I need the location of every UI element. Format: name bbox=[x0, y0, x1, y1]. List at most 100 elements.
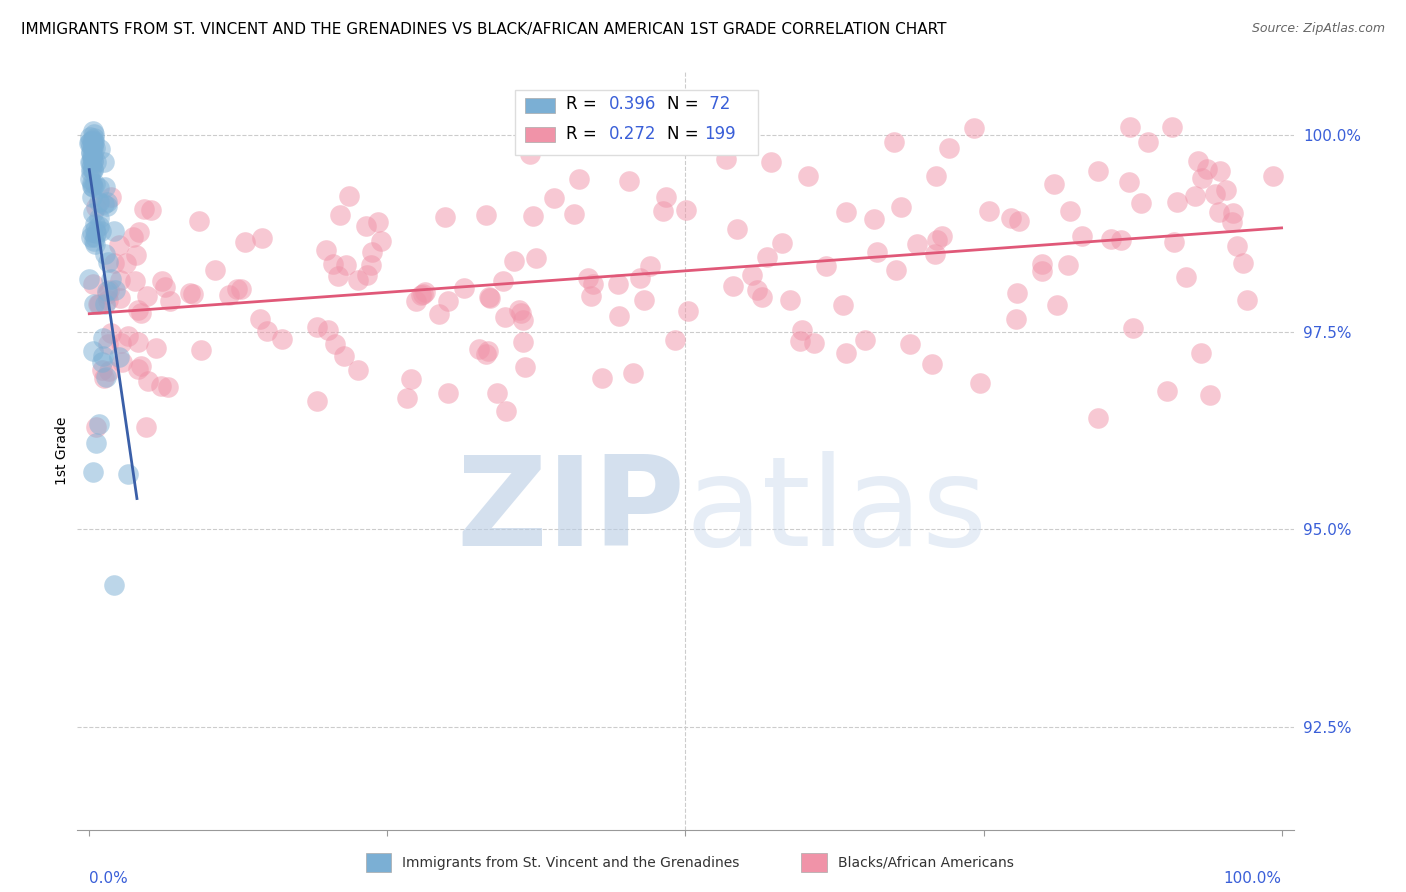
Point bbox=[1184, 189, 1206, 203]
Point bbox=[562, 207, 585, 221]
Point bbox=[779, 293, 801, 307]
Point bbox=[80, 135, 103, 149]
Point bbox=[494, 310, 516, 324]
Point bbox=[360, 259, 382, 273]
Point bbox=[135, 419, 157, 434]
Point bbox=[97, 255, 120, 269]
Point bbox=[80, 165, 103, 179]
Text: 199: 199 bbox=[703, 125, 735, 144]
Point bbox=[335, 258, 357, 272]
Point bbox=[814, 259, 837, 273]
Point bbox=[90, 363, 112, 377]
Point bbox=[271, 332, 294, 346]
Point bbox=[82, 161, 104, 176]
Point bbox=[1005, 312, 1028, 326]
Point bbox=[84, 226, 107, 240]
Point bbox=[94, 247, 117, 261]
Point bbox=[80, 230, 103, 244]
Point bbox=[97, 284, 120, 298]
Point bbox=[1232, 256, 1254, 270]
Point bbox=[1220, 215, 1243, 229]
Point bbox=[1226, 239, 1249, 253]
Point bbox=[862, 212, 884, 227]
Point bbox=[97, 293, 120, 308]
Point bbox=[96, 287, 118, 301]
Point bbox=[475, 208, 498, 222]
Point bbox=[229, 281, 252, 295]
Point bbox=[127, 302, 149, 317]
Point bbox=[82, 206, 104, 220]
Point bbox=[725, 222, 748, 236]
Point bbox=[79, 129, 101, 144]
Point bbox=[79, 136, 101, 150]
Point bbox=[1099, 232, 1122, 246]
Point bbox=[714, 152, 737, 166]
Point bbox=[218, 287, 240, 301]
Point bbox=[1005, 285, 1028, 300]
Point bbox=[333, 349, 356, 363]
Point bbox=[835, 205, 858, 219]
Point bbox=[921, 357, 943, 371]
Point bbox=[835, 346, 858, 360]
Point bbox=[1130, 195, 1153, 210]
Point bbox=[495, 404, 517, 418]
Point bbox=[84, 237, 107, 252]
Point bbox=[1119, 120, 1142, 134]
Text: Blacks/African Americans: Blacks/African Americans bbox=[838, 855, 1014, 870]
Point bbox=[925, 169, 948, 184]
Point bbox=[1087, 164, 1109, 178]
Point bbox=[1263, 169, 1285, 183]
Point bbox=[96, 195, 118, 210]
Point bbox=[249, 311, 271, 326]
Point bbox=[91, 350, 114, 364]
Point bbox=[1161, 120, 1184, 134]
Point bbox=[82, 153, 104, 168]
Point bbox=[125, 248, 148, 262]
Point bbox=[127, 335, 149, 350]
Point bbox=[412, 287, 434, 301]
Point bbox=[136, 374, 159, 388]
Point bbox=[256, 324, 278, 338]
Point bbox=[83, 234, 105, 248]
Point bbox=[82, 147, 104, 161]
Point bbox=[401, 371, 423, 385]
Point bbox=[121, 229, 143, 244]
Point bbox=[100, 326, 122, 340]
Point bbox=[93, 155, 115, 169]
Point bbox=[508, 302, 530, 317]
Point bbox=[87, 219, 110, 233]
Point bbox=[80, 145, 103, 159]
Point bbox=[664, 333, 686, 347]
Point bbox=[512, 313, 534, 327]
Point bbox=[512, 335, 534, 350]
Text: 0.272: 0.272 bbox=[609, 125, 657, 144]
Text: Immigrants from St. Vincent and the Grenadines: Immigrants from St. Vincent and the Gren… bbox=[402, 855, 740, 870]
Point bbox=[1208, 204, 1230, 219]
Point bbox=[329, 208, 352, 222]
Text: R =: R = bbox=[567, 125, 602, 144]
Point bbox=[1156, 384, 1178, 398]
Point bbox=[82, 133, 104, 147]
Point bbox=[80, 179, 103, 194]
Point bbox=[233, 235, 256, 249]
Point bbox=[136, 289, 159, 303]
Point bbox=[89, 194, 111, 209]
FancyBboxPatch shape bbox=[515, 90, 758, 155]
Point bbox=[100, 271, 122, 285]
Point bbox=[576, 270, 599, 285]
Point bbox=[90, 224, 112, 238]
FancyBboxPatch shape bbox=[524, 127, 555, 142]
Point bbox=[127, 361, 149, 376]
Point bbox=[1059, 203, 1081, 218]
Point bbox=[307, 393, 329, 408]
Point bbox=[745, 283, 768, 297]
Point bbox=[640, 259, 662, 273]
Point bbox=[347, 273, 370, 287]
Point bbox=[84, 178, 107, 192]
Point bbox=[80, 138, 103, 153]
Point bbox=[1187, 153, 1209, 168]
Text: IMMIGRANTS FROM ST. VINCENT AND THE GRENADINES VS BLACK/AFRICAN AMERICAN 1ST GRA: IMMIGRANTS FROM ST. VINCENT AND THE GREN… bbox=[21, 22, 946, 37]
Point bbox=[87, 211, 110, 225]
Point bbox=[80, 225, 103, 239]
Point bbox=[108, 273, 131, 287]
